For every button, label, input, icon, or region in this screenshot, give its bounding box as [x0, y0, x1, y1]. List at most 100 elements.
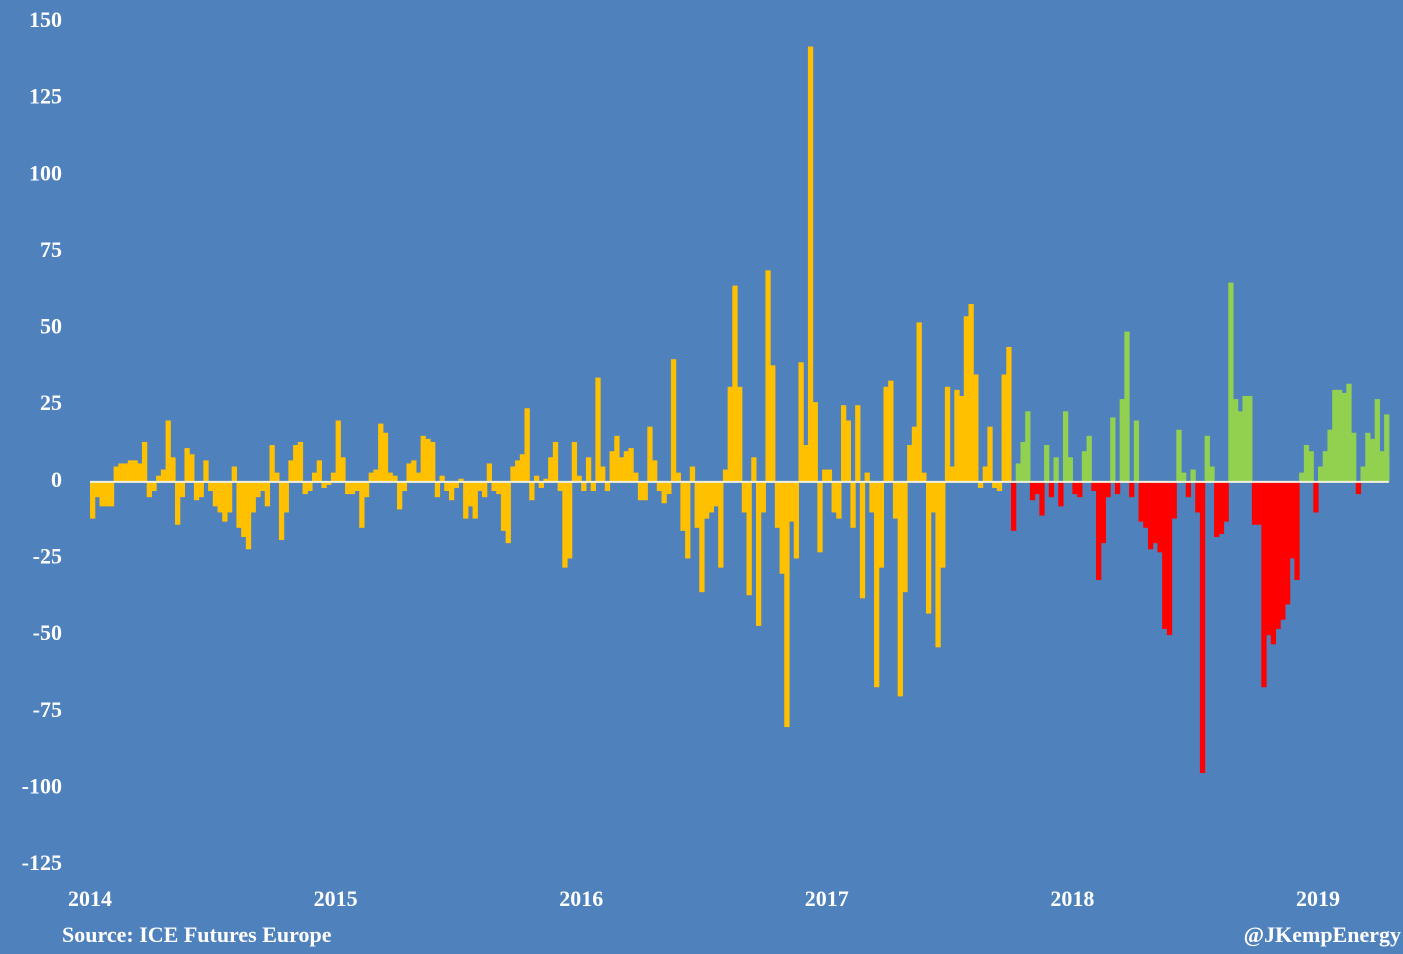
bar — [845, 420, 851, 482]
bar — [264, 481, 271, 507]
bar — [1124, 331, 1130, 482]
y-tick-label: 25 — [40, 390, 62, 415]
bar — [637, 481, 644, 501]
bar — [1181, 472, 1187, 482]
bar — [496, 481, 502, 495]
bar — [1223, 481, 1229, 522]
bar — [1336, 389, 1343, 482]
bar — [604, 481, 611, 492]
bar — [1147, 481, 1154, 550]
bar — [444, 481, 450, 492]
bar — [822, 469, 828, 482]
x-tick-label: 2017 — [805, 886, 849, 911]
bar — [137, 463, 143, 482]
bar — [982, 466, 988, 482]
bar — [774, 481, 781, 528]
bar — [397, 481, 403, 510]
bar — [704, 481, 710, 519]
bar — [1341, 392, 1347, 482]
bar — [675, 472, 681, 482]
bar — [1053, 457, 1059, 482]
bar — [831, 481, 837, 513]
y-tick-label: 75 — [40, 237, 62, 262]
bar — [713, 481, 719, 507]
bar — [935, 481, 941, 648]
bar — [1355, 481, 1362, 495]
bar — [779, 481, 785, 574]
bar — [430, 441, 436, 482]
bar — [874, 481, 880, 688]
bar — [1029, 481, 1036, 501]
bar — [1218, 481, 1225, 534]
bar — [888, 380, 894, 482]
bar — [533, 475, 540, 482]
bar — [524, 408, 530, 482]
y-tick-label: -100 — [22, 773, 62, 798]
bar — [760, 481, 766, 513]
bar — [392, 475, 398, 482]
bar — [864, 472, 870, 482]
bar — [1072, 481, 1078, 495]
bar — [855, 405, 861, 482]
bar — [1119, 399, 1125, 482]
bar — [208, 481, 214, 492]
bar — [1096, 481, 1102, 580]
bar — [104, 481, 110, 507]
bar — [812, 402, 818, 482]
bar — [118, 463, 124, 482]
bar — [996, 481, 1003, 492]
bar — [850, 481, 856, 528]
bar — [1232, 399, 1239, 482]
x-tick-label: 2016 — [559, 886, 603, 911]
bar — [708, 481, 715, 513]
bar — [765, 270, 771, 482]
bar — [618, 457, 625, 482]
bar — [274, 472, 280, 482]
bar — [132, 460, 138, 482]
bar — [670, 359, 677, 482]
bar — [661, 481, 667, 504]
bar — [930, 481, 936, 513]
bar — [406, 463, 412, 482]
bar — [722, 469, 729, 482]
bar — [567, 481, 573, 559]
bar — [600, 466, 606, 482]
bar — [1209, 466, 1215, 482]
bar — [911, 426, 918, 482]
bar — [1369, 438, 1376, 482]
bar — [1318, 466, 1324, 482]
bar — [1011, 481, 1017, 531]
bar — [973, 374, 979, 482]
bar — [293, 445, 299, 482]
bar — [359, 481, 365, 528]
bar — [1176, 429, 1182, 482]
bar — [510, 466, 516, 482]
bar — [316, 460, 322, 482]
bar — [1110, 417, 1116, 482]
bar — [633, 472, 639, 482]
bar — [538, 481, 544, 488]
bar — [1039, 481, 1045, 516]
bar — [1360, 466, 1366, 482]
bar — [883, 386, 889, 482]
bar — [954, 389, 960, 482]
bar — [467, 481, 474, 507]
bar — [283, 481, 289, 513]
bar — [156, 475, 162, 482]
bar — [789, 481, 795, 522]
bar — [1062, 411, 1069, 482]
y-tick-label: 0 — [51, 467, 62, 492]
bar — [944, 386, 951, 482]
bar — [543, 478, 549, 482]
bar — [581, 481, 587, 492]
bar — [1294, 481, 1300, 580]
bar — [869, 481, 875, 513]
bar — [656, 481, 663, 492]
bar — [1162, 481, 1168, 629]
bar — [793, 481, 800, 559]
bar — [1157, 481, 1163, 553]
bar — [685, 481, 691, 559]
bar — [1199, 481, 1206, 774]
bar — [609, 451, 615, 482]
